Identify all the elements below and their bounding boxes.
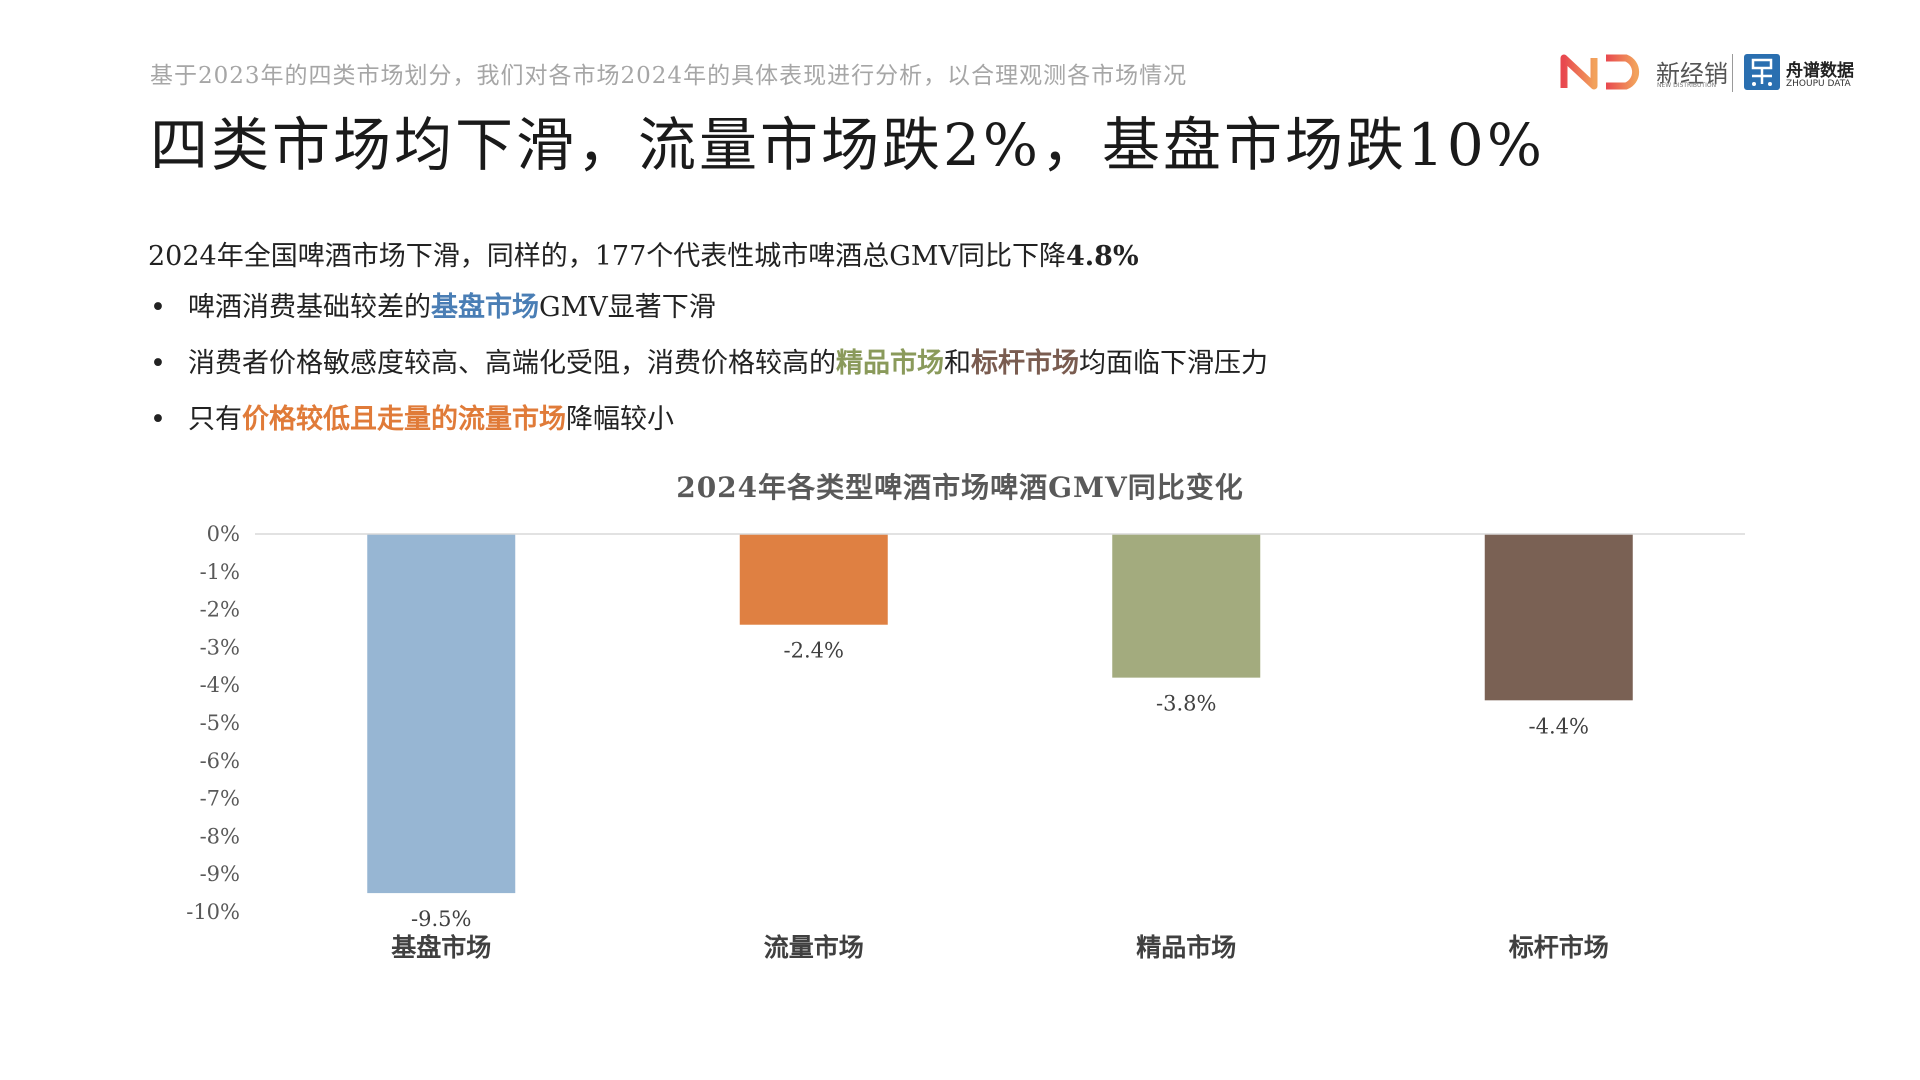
page-subtitle: 基于2023年的四类市场划分，我们对各市场2024年的具体表现进行分析，以合理观… bbox=[150, 63, 1188, 89]
y-tick-label: -6% bbox=[200, 749, 240, 773]
y-tick-label: -8% bbox=[200, 824, 240, 848]
new-distribution-logo-icon bbox=[1560, 54, 1640, 90]
y-tick-label: -2% bbox=[200, 598, 240, 622]
bar bbox=[1112, 534, 1261, 678]
summary-text: 2024年全国啤酒市场下滑，同样的，177个代表性城市啤酒总GMV同比下降4.8… bbox=[148, 234, 1139, 273]
bullet-item: • 消费者价格敏感度较高、高端化受阻，消费价格较高的精品市场和标杆市场均面临下滑压… bbox=[148, 346, 1268, 402]
bullet-marker: • bbox=[150, 292, 166, 323]
bar bbox=[1484, 534, 1633, 701]
bar bbox=[739, 534, 888, 625]
bar bbox=[367, 534, 516, 894]
bullet-text: GMV显著下滑 bbox=[539, 292, 716, 323]
bullet-text: 降幅较小 bbox=[566, 404, 674, 435]
bullet-text: 啤酒消费基础较差的 bbox=[188, 292, 431, 323]
zhoupu-logo-subtext: ZHOUPU DATA bbox=[1786, 79, 1851, 89]
page-title: 四类市场均下滑，流量市场跌2%，基盘市场跌10% bbox=[150, 111, 1545, 179]
bullet-text: 只有 bbox=[188, 404, 242, 435]
highlight-text: 标杆市场 bbox=[971, 348, 1079, 379]
bullet-marker: • bbox=[150, 404, 166, 435]
category-label: 精品市场 bbox=[1136, 933, 1236, 962]
category-label: 标杆市场 bbox=[1509, 933, 1609, 962]
bullet-item: • 啤酒消费基础较差的基盘市场GMV显著下滑 bbox=[148, 290, 1268, 346]
zhoupu-logo-icon bbox=[1744, 54, 1780, 90]
y-tick-label: -10% bbox=[186, 900, 240, 924]
xinjingxiao-logo-text: 新经销 bbox=[1656, 60, 1728, 88]
y-tick-label: -5% bbox=[200, 711, 240, 735]
y-tick-label: -4% bbox=[200, 673, 240, 697]
summary-body: 2024年全国啤酒市场下滑，同样的，177个代表性城市啤酒总GMV同比下降 bbox=[148, 241, 1066, 272]
bullet-text: 和 bbox=[944, 348, 971, 379]
bullet-text: 均面临下滑压力 bbox=[1079, 348, 1268, 379]
category-label: 基盘市场 bbox=[391, 933, 491, 962]
highlight-text: 精品市场 bbox=[836, 348, 944, 379]
y-tick-label: -1% bbox=[200, 560, 240, 584]
category-label: 流量市场 bbox=[764, 933, 864, 962]
data-label: -9.5% bbox=[411, 907, 471, 931]
bullet-list: • 啤酒消费基础较差的基盘市场GMV显著下滑 • 消费者价格敏感度较高、高端化受阻，消… bbox=[148, 290, 1268, 458]
y-tick-label: -9% bbox=[200, 862, 240, 886]
summary-bold-value: 4.8% bbox=[1065, 241, 1139, 272]
bullet-text: 消费者价格敏感度较高、高端化受阻，消费价格较高的 bbox=[188, 348, 836, 379]
zhoupu-logo-text: 舟谱数据 bbox=[1786, 61, 1854, 81]
data-label: -2.4% bbox=[784, 639, 844, 663]
bullet-item: • 只有价格较低且走量的流量市场降幅较小 bbox=[148, 402, 1268, 458]
chart-title: 2024年各类型啤酒市场啤酒GMV同比变化 bbox=[676, 471, 1244, 504]
data-label: -3.8% bbox=[1156, 692, 1216, 716]
logo-divider bbox=[1732, 54, 1733, 92]
y-tick-label: 0% bbox=[207, 522, 240, 546]
y-tick-label: -3% bbox=[200, 635, 240, 659]
data-label: -4.4% bbox=[1529, 714, 1589, 738]
xinjingxiao-logo-subtext: NEW DISTRIBUTION bbox=[1657, 82, 1717, 89]
highlight-text: 基盘市场 bbox=[431, 292, 539, 323]
highlight-text: 价格较低且走量的流量市场 bbox=[242, 404, 566, 435]
bullet-marker: • bbox=[150, 348, 166, 379]
y-tick-label: -7% bbox=[200, 787, 240, 811]
